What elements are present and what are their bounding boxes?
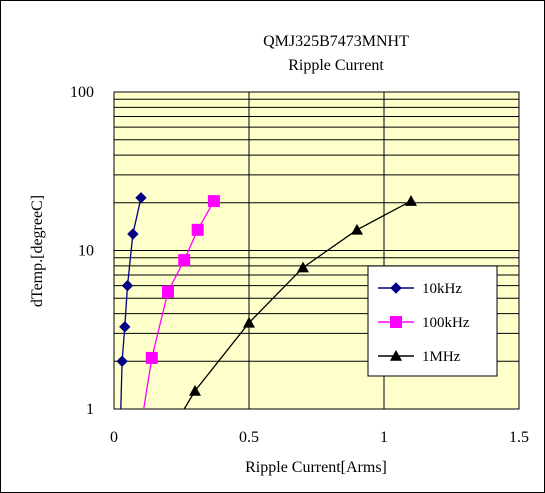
data-point-100khz — [207, 195, 220, 208]
y-axis-label: dTemp.[degreeC] — [29, 195, 46, 307]
y-tick-label: 100 — [70, 84, 94, 101]
y-tick-label: 1 — [86, 401, 94, 418]
x-tick-label: 1.5 — [509, 429, 529, 446]
data-point-10khz — [116, 355, 128, 367]
data-point-10khz — [119, 321, 131, 333]
y-tick-label: 10 — [78, 243, 94, 260]
legend-label-100khz: 100kHz — [422, 315, 470, 331]
data-point-10khz — [121, 279, 134, 292]
legend-box — [367, 265, 498, 377]
data-point-1mhz — [297, 261, 309, 273]
data-point-100khz — [191, 223, 204, 236]
series-line-10khz — [120, 197, 142, 410]
legend-marker-1mhz — [390, 350, 402, 361]
x-tick-labels: 0 0.5 1 1.5 — [110, 429, 529, 446]
legend-marker-100khz — [390, 316, 402, 328]
data-point-100khz — [145, 351, 158, 364]
data-point-1mhz — [243, 316, 255, 328]
series-markers — [116, 192, 417, 396]
y-tick-labels: 1 10 100 — [70, 84, 94, 418]
data-point-1mhz — [189, 384, 201, 396]
legend-label-1mhz: 1MHz — [422, 349, 461, 365]
data-point-1mhz — [351, 223, 363, 235]
chart-title: QMJ325B7473MNHT — [263, 33, 409, 50]
legend: 10kHz 100kHz 1MHz — [367, 265, 498, 377]
data-point-100khz — [178, 254, 191, 267]
legend-marker-10khz — [390, 282, 402, 294]
x-tick-label: 1 — [380, 429, 388, 446]
data-point-10khz — [135, 192, 147, 204]
x-tick-label: 0.5 — [239, 429, 259, 446]
data-point-1mhz — [405, 195, 417, 206]
data-point-100khz — [162, 285, 174, 298]
x-axis-label: Ripple Current[Arms] — [245, 459, 387, 476]
chart-subtitle: Ripple Current — [288, 57, 384, 74]
x-tick-label: 0 — [110, 429, 118, 446]
legend-label-10khz: 10kHz — [422, 281, 462, 297]
data-point-10khz — [127, 228, 139, 240]
